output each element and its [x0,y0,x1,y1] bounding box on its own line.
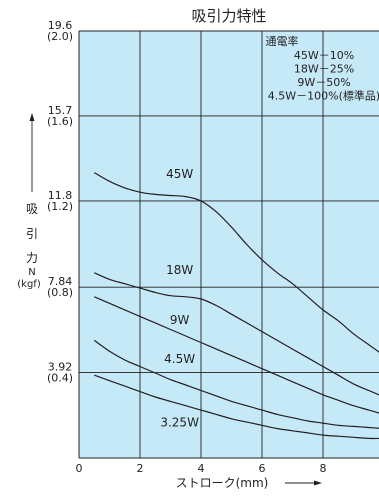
y-axis-label-char-2: 引 [26,227,38,241]
y-tick-labels: 3.92(0.4) 7.84(0.8) 11.8(1.2) 15.7(1.6) 19.6… [47,19,73,385]
legend-entry-1: 45W－10% [294,49,354,62]
legend-entry-4: 4.5W－100%(標準品) [268,89,379,103]
x-tick-label-0: 0 [76,462,83,475]
series-label-3.25W: 3.25W [160,415,199,429]
plot-background [79,31,379,458]
y-tick-sublabel-7.84: (0.8) [47,286,73,299]
series-label-45W: 45W [166,167,193,181]
x-tick-labels: 0 2 4 6 8 [76,462,327,475]
x-tick-label-4: 4 [198,462,205,475]
x-axis-arrow-head [314,480,322,486]
x-tick-label-2: 2 [137,462,144,475]
y-tick-label-3.92: 3.92 [48,361,73,374]
y-tick-sublabel-3.92: (0.4) [47,372,73,385]
series-line-18W [94,272,379,396]
series-label-18W: 18W [166,263,193,277]
y-axis-label-char-1: 吸 [26,202,38,216]
series-line-45W [93,172,379,353]
x-axis-label: ストローク(mm) [176,476,269,490]
legend-entry-3: 9W－50% [297,76,350,89]
y-tick-label-19.6: 19.6 [48,19,73,32]
series-lines [93,172,379,440]
y-axis-unit-kgf: (kgf) [17,279,41,290]
grid-lines [78,30,379,459]
y-tick-sublabel-15.7: (1.6) [47,115,73,128]
x-tick-label-8: 8 [320,462,327,475]
series-line-3.25W [94,374,379,440]
y-axis-label-char-3: 力 [26,251,38,265]
series-line-4.5W [93,339,379,429]
y-tick-label-11.8: 11.8 [48,189,73,202]
series-labels: 45W 18W 9W 4.5W 3.25W [160,167,199,429]
y-tick-sublabel-11.8: (1.2) [47,200,73,213]
y-tick-label-15.7: 15.7 [48,104,73,117]
x-tick-label-6: 6 [259,462,266,475]
y-axis-unit-n: N [28,267,35,278]
y-tick-sublabel-19.6: (2.0) [47,30,73,43]
y-tick-label-7.84: 7.84 [48,275,73,288]
legend-entry-2: 18W－25% [294,63,354,76]
series-label-9W: 9W [170,313,190,327]
chart-title: 吸引力特性 [191,7,266,25]
series-label-4.5W: 4.5W [164,352,195,366]
series-line-9W [94,296,379,414]
legend-title: 通電率 [266,34,299,48]
y-axis-arrow-head [29,113,35,121]
